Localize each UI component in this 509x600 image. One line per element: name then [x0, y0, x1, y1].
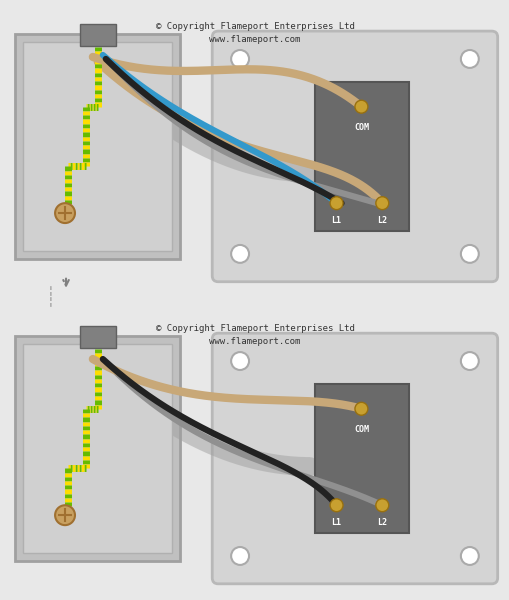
Circle shape: [231, 547, 248, 565]
Circle shape: [329, 499, 343, 512]
Text: © Copyright Flameport Enterprises Ltd
www.flameport.com: © Copyright Flameport Enterprises Ltd ww…: [155, 324, 354, 346]
Circle shape: [460, 352, 478, 370]
Text: L2: L2: [377, 216, 386, 225]
Circle shape: [375, 197, 388, 209]
Circle shape: [354, 100, 367, 113]
Circle shape: [329, 197, 343, 209]
Circle shape: [460, 50, 478, 68]
Circle shape: [354, 403, 367, 415]
Circle shape: [231, 50, 248, 68]
Bar: [80, 326, 116, 348]
Bar: [23, 42, 172, 251]
Circle shape: [460, 547, 478, 565]
FancyBboxPatch shape: [212, 333, 497, 584]
Circle shape: [231, 352, 248, 370]
Circle shape: [55, 505, 75, 525]
Text: L2: L2: [377, 518, 386, 527]
Text: ┊: ┊: [45, 287, 57, 307]
Text: L1: L1: [331, 518, 341, 527]
Circle shape: [231, 245, 248, 263]
Bar: [23, 344, 172, 553]
Bar: [15, 34, 180, 259]
Bar: [314, 82, 408, 231]
Text: COM: COM: [353, 425, 368, 434]
Bar: [15, 336, 180, 561]
Circle shape: [375, 499, 388, 512]
FancyBboxPatch shape: [212, 31, 497, 282]
Circle shape: [55, 203, 75, 223]
Text: © Copyright Flameport Enterprises Ltd
www.flameport.com: © Copyright Flameport Enterprises Ltd ww…: [155, 22, 354, 44]
Circle shape: [460, 245, 478, 263]
Bar: [80, 24, 116, 46]
Bar: [314, 384, 408, 533]
Text: COM: COM: [353, 122, 368, 131]
Text: L1: L1: [331, 216, 341, 225]
